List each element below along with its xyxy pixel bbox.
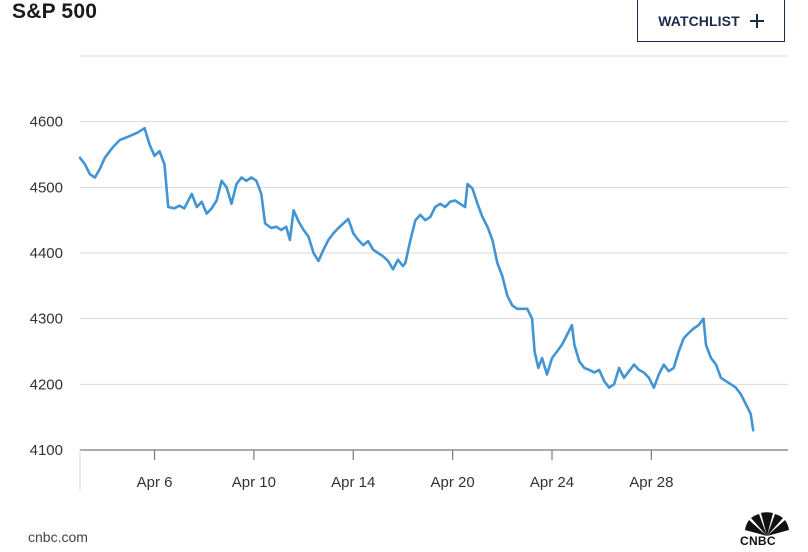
cnbc-logo-text: CNBC xyxy=(740,534,776,548)
peacock-logo-icon xyxy=(745,512,789,536)
x-axis-labels: Apr 6 Apr 10 Apr 14 Apr 20 Apr 24 Apr 28 xyxy=(137,474,674,491)
x-tick-label-3: Apr 20 xyxy=(431,474,475,491)
grid-lines xyxy=(80,55,788,385)
series-layer xyxy=(78,126,755,432)
y-tick-label-4300: 4300 xyxy=(30,311,63,328)
x-tick-label-5: Apr 28 xyxy=(629,474,673,491)
x-tick-label-2: Apr 14 xyxy=(331,474,375,491)
y-tick-label-4100: 4100 xyxy=(30,442,63,459)
x-tick-label-1: Apr 10 xyxy=(232,474,276,491)
x-axis xyxy=(79,449,788,490)
y-tick-label-4400: 4400 xyxy=(30,245,63,262)
add-to-watchlist-button[interactable]: WATCHLIST xyxy=(637,0,785,42)
chart-title: S&P 500 xyxy=(12,0,98,23)
x-tick-label-0: Apr 6 xyxy=(137,474,173,491)
watchlist-label: WATCHLIST xyxy=(658,12,740,29)
plus-icon xyxy=(749,13,764,28)
source-label: cnbc.com xyxy=(28,529,88,545)
x-tick-label-4: Apr 24 xyxy=(530,474,574,491)
y-tick-label-4600: 4600 xyxy=(30,114,63,131)
y-tick-label-4500: 4500 xyxy=(30,179,63,196)
y-axis-labels: 4100 4200 4300 4400 4500 4600 xyxy=(30,114,63,459)
y-tick-label-4200: 4200 xyxy=(30,376,63,393)
series-line-0 xyxy=(78,126,755,432)
